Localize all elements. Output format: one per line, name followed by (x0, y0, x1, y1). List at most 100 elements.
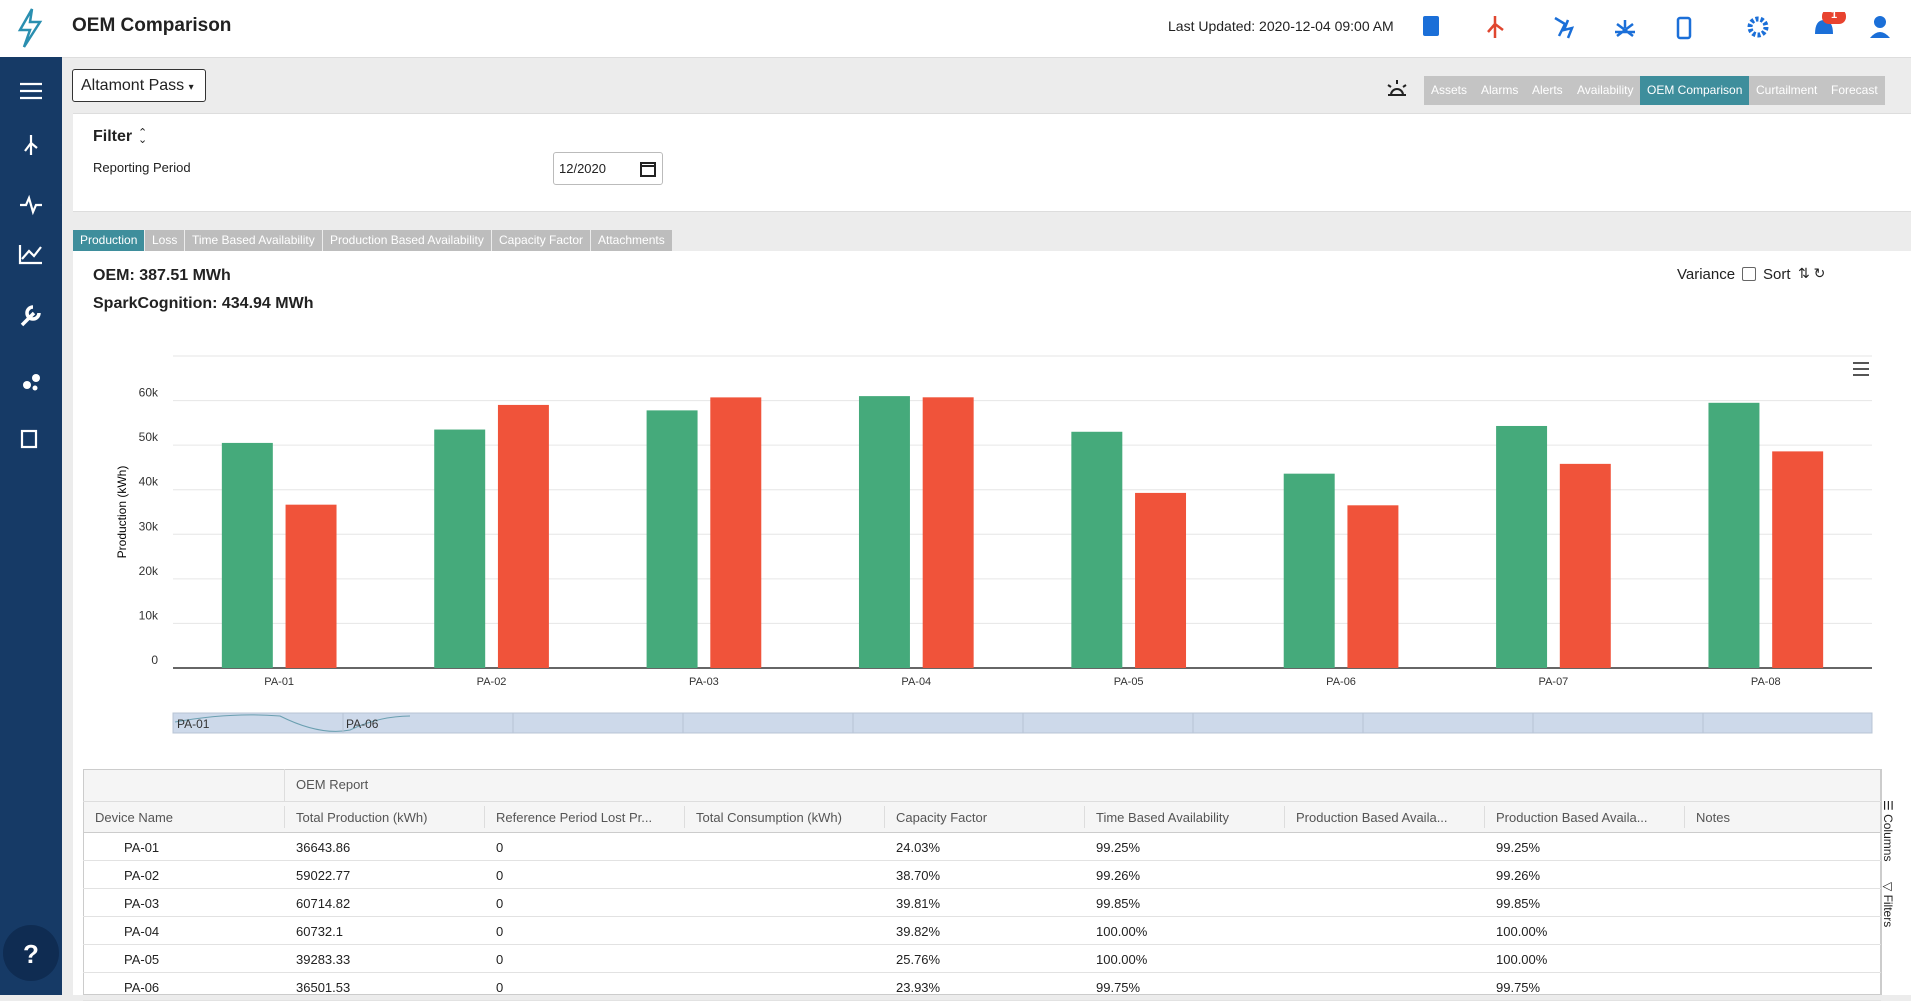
help-button[interactable] (3, 925, 59, 981)
table-cell: 0 (496, 980, 504, 995)
table-cell: 38.70% (896, 868, 941, 883)
column-divider (1084, 806, 1085, 828)
sort-icons[interactable]: ⇅ ↻ (1798, 265, 1826, 281)
nav-tab[interactable]: Curtailment (1749, 76, 1825, 105)
chart-menu[interactable] (1853, 362, 1869, 376)
flag-icon[interactable] (1554, 16, 1575, 39)
x-tick-label: PA-03 (689, 676, 719, 688)
group-divider (284, 769, 285, 801)
location-dropdown[interactable]: Altamont Pass ▾ (72, 69, 206, 102)
chart-tab[interactable]: Production (73, 230, 145, 251)
nav-tab[interactable]: Alarms (1474, 76, 1526, 105)
columns-label[interactable]: Columns (1881, 814, 1895, 862)
table-cell: 24.03% (896, 840, 941, 855)
table-cell: 0 (496, 924, 504, 939)
table-cell: 25.76% (896, 952, 941, 967)
column-header[interactable]: Total Production (kWh) (296, 810, 428, 825)
column-divider (684, 806, 685, 828)
filter-title[interactable]: Filter (93, 128, 133, 145)
settings-icon[interactable] (1747, 16, 1769, 38)
x-tick-label: PA-01 (264, 676, 294, 688)
nav-tab[interactable]: Alerts (1525, 76, 1570, 105)
nav-tab[interactable]: Availability (1570, 76, 1641, 105)
column-header[interactable]: Production Based Availa... (1296, 810, 1448, 825)
nav-tab[interactable]: Assets (1424, 76, 1475, 105)
help-label[interactable]: ? (23, 939, 39, 969)
y-tick-label: 10k (139, 608, 159, 622)
chart-tab[interactable]: Loss (145, 230, 185, 251)
docs-icon[interactable] (1423, 16, 1439, 36)
variance-label[interactable]: Variance (1677, 266, 1736, 283)
chart-tab[interactable]: Time Based Availability (185, 230, 322, 251)
header-icons[interactable] (1420, 12, 1900, 46)
y-tick-label: 30k (139, 519, 159, 533)
turbine-icon[interactable] (1487, 16, 1504, 38)
x-tick-label: PA-06 (1326, 676, 1356, 688)
x-tick-label: PA-02 (477, 676, 507, 688)
table-cell: 36501.53 (296, 980, 351, 995)
logo (17, 8, 43, 48)
column-header[interactable]: Production Based Availa... (1496, 810, 1648, 825)
calendar-icon[interactable] (639, 160, 657, 178)
table-cell: 100.00% (1496, 952, 1548, 967)
filters-label[interactable]: Filters (1881, 894, 1895, 928)
table-cell: 99.25% (1496, 840, 1541, 855)
turbine-nav[interactable] (24, 135, 38, 155)
column-divider (284, 806, 285, 828)
column-header[interactable]: Capacity Factor (896, 810, 988, 825)
bar (1347, 505, 1399, 668)
table-cell: 39.81% (896, 896, 941, 911)
nav-tab[interactable]: OEM Comparison (1640, 76, 1750, 105)
sort-label[interactable]: Sort (1763, 266, 1791, 283)
user-icon[interactable] (1870, 16, 1890, 38)
table-cell: 99.26% (1096, 868, 1141, 883)
table-cell: 0 (496, 896, 504, 911)
menu-icon[interactable] (20, 82, 42, 100)
table-cell: 100.00% (1096, 952, 1148, 967)
y-tick-label: 0 (151, 653, 158, 667)
filters-tab[interactable]: ▽ Filters (1881, 882, 1895, 928)
filter-toggle[interactable]: ⌃ ⌄ (138, 127, 148, 146)
date-input[interactable]: 12/2020 (553, 152, 663, 185)
y-tick-label: 40k (139, 475, 159, 489)
sidebar-icons[interactable]: ? (0, 57, 62, 995)
chart-tab[interactable]: Capacity Factor (492, 230, 591, 251)
table-cell: 99.75% (1496, 980, 1541, 995)
weather-icon[interactable] (1384, 77, 1410, 101)
navigator-label: PA-01 (177, 717, 210, 731)
chart-tab[interactable]: Production Based Availability (323, 230, 491, 251)
chart: Production (kWh) 0 10k 20k 30k 40k 50k 60k PA-0… (115, 355, 1873, 734)
pulse-nav[interactable] (20, 194, 42, 216)
column-header[interactable]: Device Name (95, 810, 174, 825)
columns-tab[interactable]: ☰ Columns (1881, 800, 1895, 862)
date-value[interactable]: 12/2020 (559, 161, 606, 176)
solar-icon[interactable] (1615, 20, 1635, 37)
column-header[interactable]: Reference Period Lost Pr... (496, 810, 653, 825)
navigator-label: PA-06 (346, 717, 379, 731)
table-cell: 60732.1 (296, 924, 343, 939)
y-axis-label: Production (kWh) (115, 466, 129, 559)
table-cell: PA-04 (124, 924, 160, 939)
table-cell: 0 (496, 952, 504, 967)
chart-tab[interactable]: Attachments (591, 230, 672, 251)
bar (434, 429, 486, 668)
column-header[interactable]: Time Based Availability (1096, 810, 1229, 825)
x-tick-label: PA-04 (901, 676, 931, 688)
navigator-line (174, 714, 411, 732)
table-cell: 39283.33 (296, 952, 351, 967)
filter-label: Reporting Period (93, 160, 191, 175)
bar (1559, 463, 1611, 668)
battery-icon[interactable] (1676, 16, 1692, 40)
chart-nav[interactable] (18, 245, 42, 265)
table-cell: 99.85% (1096, 896, 1141, 911)
badge (1822, 12, 1846, 24)
nav-tab[interactable]: Forecast (1824, 76, 1885, 105)
location-label[interactable]: Altamont Pass (81, 77, 185, 94)
bar (858, 396, 910, 668)
column-header[interactable]: Total Consumption (kWh) (696, 810, 842, 825)
tools-nav[interactable] (20, 305, 41, 327)
docs-nav[interactable] (20, 429, 38, 449)
column-divider (1684, 806, 1685, 828)
variance-checkbox[interactable] (1742, 267, 1756, 281)
column-header[interactable]: Notes (1696, 810, 1730, 825)
